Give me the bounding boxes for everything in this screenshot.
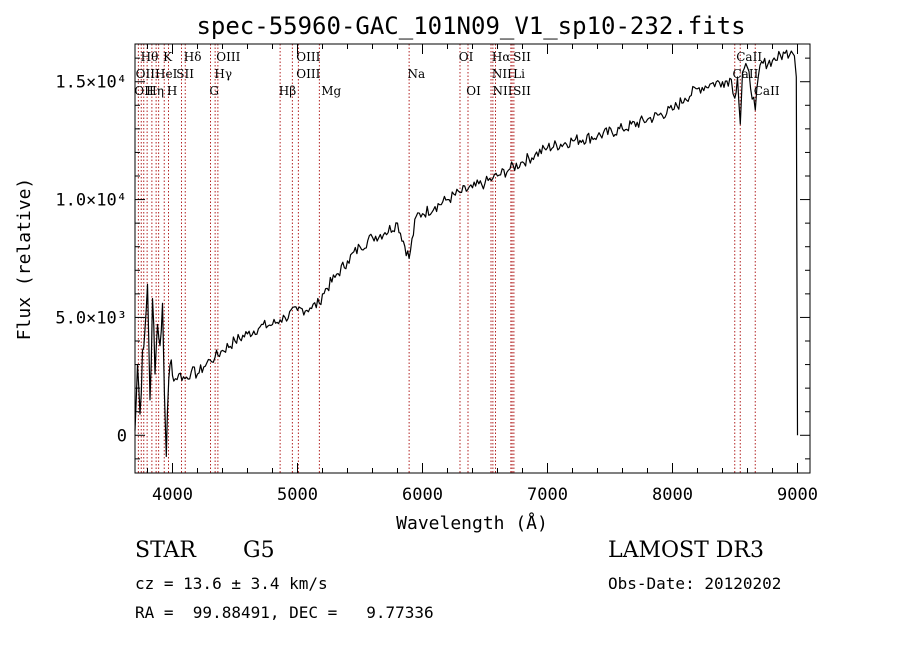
y-tick-label-3: 1.5×10⁴ bbox=[55, 73, 127, 93]
y-tick-label-1: 5.0×10³ bbox=[55, 308, 127, 328]
line-label-4: OIII bbox=[296, 50, 320, 64]
redshift-value: cz = 13.6 ± 3.4 km/s bbox=[135, 574, 328, 593]
object-subclass: G5 bbox=[243, 538, 275, 563]
x-tick-label-1: 5000 bbox=[277, 485, 318, 505]
spectral-line-markers bbox=[137, 44, 756, 473]
line-label-11: SII bbox=[176, 67, 194, 81]
line-label-0: Hθ bbox=[141, 50, 159, 64]
line-label-13: OIII bbox=[296, 67, 320, 81]
line-label-17: OII bbox=[134, 84, 154, 98]
line-label-18: Hη bbox=[146, 84, 164, 98]
coordinates: RA = 99.88491, DEC = 9.77336 bbox=[135, 603, 434, 622]
x-tick-label-3: 7000 bbox=[527, 485, 568, 505]
line-label-16: CaII bbox=[733, 67, 759, 81]
line-label-21: Hβ bbox=[279, 84, 296, 98]
line-label-10: HeI bbox=[155, 67, 178, 81]
line-label-14: NII bbox=[492, 67, 512, 81]
y-tick-label-0: 0 bbox=[117, 426, 127, 446]
line-label-5: OI bbox=[459, 50, 474, 64]
x-tick-label-4: 8000 bbox=[652, 485, 693, 505]
line-label-22: Mg bbox=[321, 84, 341, 98]
line-label-20: G bbox=[209, 84, 219, 98]
line-label-26: SII bbox=[513, 84, 531, 98]
survey-name: LAMOST DR3 bbox=[608, 538, 764, 563]
plot-frame bbox=[134, 43, 811, 474]
line-label-2: Hδ bbox=[184, 50, 202, 64]
line-label-6: Hα bbox=[492, 50, 511, 64]
line-label-12: Hγ bbox=[214, 67, 232, 81]
line-label-25: NII bbox=[493, 84, 513, 98]
x-tick-label-0: 4000 bbox=[152, 485, 193, 505]
line-label-8: CaII bbox=[736, 50, 762, 64]
y-axis: 0 5.0×10³ 1.0×10⁴ 1.5×10⁴ bbox=[55, 57, 810, 460]
line-label-1: K bbox=[163, 50, 173, 64]
x-axis-label: Wavelength (Å) bbox=[396, 512, 548, 534]
y-tick-label-2: 1.0×10⁴ bbox=[55, 191, 127, 211]
chart-title: spec-55960-GAC_101N09_V1_sp10-232.fits bbox=[196, 12, 745, 40]
line-label-23: Na bbox=[408, 67, 426, 81]
x-axis: 4000 5000 6000 7000 8000 9000 bbox=[147, 44, 818, 505]
x-tick-label-5: 9000 bbox=[777, 485, 818, 505]
y-axis-label: Flux (relative) bbox=[14, 178, 35, 341]
object-class: STAR bbox=[135, 538, 196, 563]
line-label-15: Li bbox=[513, 67, 525, 81]
observation-date: Obs-Date: 20120202 bbox=[608, 574, 782, 593]
line-label-9: OII bbox=[136, 67, 156, 81]
x-tick-label-2: 6000 bbox=[402, 485, 443, 505]
spectrum-trace bbox=[134, 49, 799, 458]
line-label-7: SII bbox=[513, 50, 531, 64]
line-label-24: OI bbox=[466, 84, 481, 98]
line-label-3: OIII bbox=[216, 50, 240, 64]
line-label-19: H bbox=[167, 84, 177, 98]
line-label-27: CaII bbox=[754, 84, 780, 98]
